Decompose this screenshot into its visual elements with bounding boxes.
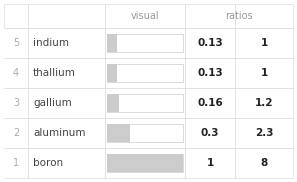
- Bar: [108, 154, 183, 172]
- Bar: [108, 94, 119, 112]
- Bar: [108, 64, 117, 82]
- Text: 1: 1: [260, 68, 268, 78]
- Text: gallium: gallium: [33, 98, 72, 108]
- Bar: [108, 94, 183, 112]
- Text: 2.3: 2.3: [255, 128, 273, 138]
- Bar: [4, 28, 293, 58]
- Text: 3: 3: [13, 98, 19, 108]
- Bar: [4, 148, 293, 178]
- Text: 0.16: 0.16: [197, 98, 223, 108]
- Bar: [108, 34, 183, 52]
- Bar: [4, 88, 293, 118]
- Text: ratios: ratios: [225, 11, 253, 21]
- Text: 1: 1: [13, 158, 19, 168]
- Bar: [108, 124, 183, 142]
- Text: 8: 8: [260, 158, 268, 168]
- Text: 0.13: 0.13: [197, 68, 223, 78]
- Text: 1.2: 1.2: [255, 98, 273, 108]
- Text: aluminum: aluminum: [33, 128, 86, 138]
- Text: visual: visual: [131, 11, 159, 21]
- Text: 4: 4: [13, 68, 19, 78]
- Text: thallium: thallium: [33, 68, 76, 78]
- Bar: [4, 58, 293, 88]
- Text: indium: indium: [33, 38, 69, 48]
- Text: 1: 1: [260, 38, 268, 48]
- Text: 0.13: 0.13: [197, 38, 223, 48]
- Bar: [108, 124, 130, 142]
- Bar: [108, 64, 183, 82]
- Bar: [108, 154, 183, 172]
- Text: boron: boron: [33, 158, 63, 168]
- Text: 1: 1: [206, 158, 214, 168]
- Bar: [4, 118, 293, 148]
- Text: 2: 2: [13, 128, 19, 138]
- Bar: [108, 34, 117, 52]
- Text: 5: 5: [13, 38, 19, 48]
- Text: 0.3: 0.3: [201, 128, 219, 138]
